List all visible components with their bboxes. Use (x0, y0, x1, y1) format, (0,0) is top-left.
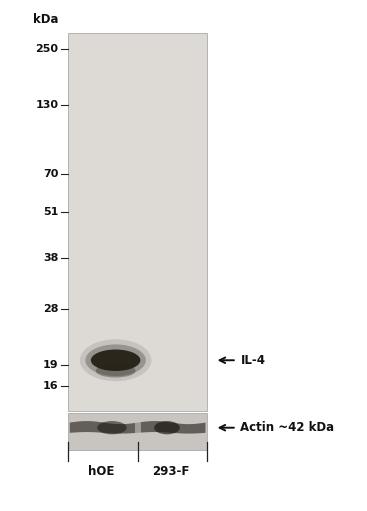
Text: 16: 16 (43, 381, 58, 391)
Polygon shape (70, 421, 206, 433)
Text: Actin ~42 kDa: Actin ~42 kDa (240, 421, 334, 434)
Text: 70: 70 (43, 169, 58, 179)
Bar (68, 413, 207, 450)
Ellipse shape (91, 350, 140, 371)
Bar (68, 33, 207, 411)
Ellipse shape (154, 421, 180, 434)
Text: kDa: kDa (33, 13, 58, 26)
Text: 19: 19 (43, 360, 58, 370)
Text: 130: 130 (35, 100, 58, 110)
Bar (135, 415, 141, 438)
Ellipse shape (80, 339, 151, 381)
Ellipse shape (85, 344, 146, 376)
Ellipse shape (97, 421, 127, 434)
Text: hOE: hOE (88, 465, 114, 478)
Ellipse shape (96, 364, 135, 378)
Text: 293-F: 293-F (152, 465, 189, 478)
Text: IL-4: IL-4 (240, 354, 265, 367)
Text: 51: 51 (43, 207, 58, 217)
Text: 38: 38 (43, 253, 58, 263)
Text: 250: 250 (35, 43, 58, 54)
Text: 28: 28 (43, 304, 58, 314)
